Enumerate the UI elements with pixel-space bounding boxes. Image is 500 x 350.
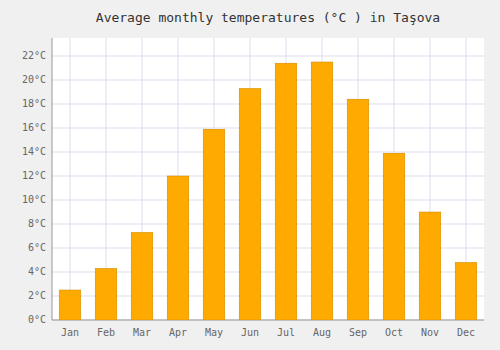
chart-svg: 0°C 2°C 4°C 6°C 8°C 10°C 12°C 14°C 16°C 18°C 20°C 2…	[0, 0, 500, 350]
bar	[59, 290, 81, 320]
x-tick-label: May	[205, 327, 223, 338]
y-tick-label: 4°C	[28, 266, 46, 277]
x-tick-label: Aug	[313, 327, 331, 338]
y-tick-label: 10°C	[22, 194, 46, 205]
y-tick-label: 12°C	[22, 170, 46, 181]
x-tick-label: Jun	[241, 327, 259, 338]
y-tick-label: 16°C	[22, 122, 46, 133]
bar	[131, 232, 153, 320]
bar	[275, 63, 297, 320]
y-tick-label: 22°C	[22, 50, 46, 61]
y-grid-line	[52, 80, 484, 81]
y-tick-label: 0°C	[28, 314, 46, 325]
y-grid-line	[52, 200, 484, 201]
x-tick-label: Feb	[97, 327, 115, 338]
x-axis: Jan Feb Mar Apr May Jun Jul Aug Sep Oct Nov Dec	[52, 320, 484, 338]
y-grid-line	[52, 152, 484, 153]
x-grid-line	[70, 38, 71, 320]
title: Average monthly temperatures (°C ) in Ta…	[96, 10, 440, 25]
y-axis-line	[52, 38, 53, 320]
y-grid-line	[52, 104, 484, 105]
y-tick-label: 8°C	[28, 218, 46, 229]
plot-background	[52, 38, 484, 320]
x-tick-label: Jan	[61, 327, 79, 338]
bar	[455, 262, 477, 320]
bar	[383, 153, 405, 320]
bar	[167, 176, 189, 320]
bar	[419, 212, 441, 320]
x-tick-label: Apr	[169, 327, 187, 338]
bar	[95, 268, 117, 320]
y-tick-label: 14°C	[22, 146, 46, 157]
bar	[347, 99, 369, 320]
x-tick-label: Oct	[385, 327, 403, 338]
y-tick-label: 20°C	[22, 74, 46, 85]
y-tick-label: 18°C	[22, 98, 46, 109]
x-tick-label: Nov	[421, 327, 439, 338]
grid	[52, 38, 484, 320]
y-axis: 0°C 2°C 4°C 6°C 8°C 10°C 12°C 14°C 16°C 18°C 20°C 2…	[22, 38, 52, 325]
bar	[311, 62, 333, 320]
y-tick-label: 2°C	[28, 290, 46, 301]
x-tick-label: Jul	[277, 327, 295, 338]
x-tick-label: Dec	[457, 327, 475, 338]
x-tick-label: Mar	[133, 327, 151, 338]
page: {"chart_data": {"type": "bar", "title": …	[0, 0, 500, 350]
background	[0, 0, 500, 350]
x-tick-label: Sep	[349, 327, 367, 338]
y-grid-line	[52, 176, 484, 177]
bar	[239, 88, 261, 320]
bar	[203, 129, 225, 320]
chart-container: 0°C 2°C 4°C 6°C 8°C 10°C 12°C 14°C 16°C 18°C 20°C 2…	[0, 0, 500, 350]
y-grid-line	[52, 128, 484, 129]
y-grid-line	[52, 56, 484, 57]
y-tick-label: 6°C	[28, 242, 46, 253]
bars	[59, 62, 477, 320]
